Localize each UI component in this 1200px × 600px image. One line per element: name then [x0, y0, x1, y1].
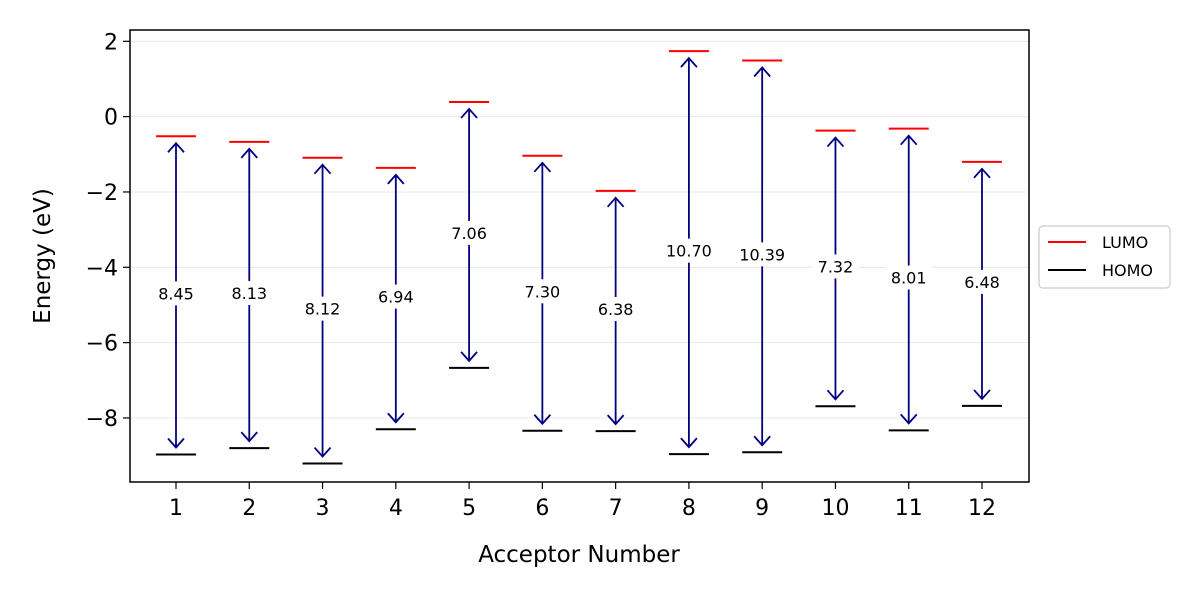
- legend-lumo-label: LUMO: [1102, 233, 1148, 252]
- gap-label: 8.12: [305, 300, 341, 319]
- gap-arrow-head-down: [167, 437, 185, 449]
- gap-arrow-head-down: [826, 389, 845, 401]
- x-tick-label: 5: [462, 496, 476, 521]
- x-tick-label: 6: [535, 496, 549, 521]
- gap-label-bg: [660, 238, 717, 263]
- gap-arrow-head-up: [387, 173, 405, 185]
- y-tick-label: −2: [86, 181, 118, 206]
- gap-label: 10.70: [666, 242, 712, 261]
- gap-label-bg: [226, 280, 273, 305]
- gap-arrow-head-up: [167, 141, 185, 153]
- x-tick-label: 4: [389, 496, 403, 521]
- gap-arrow-head-up: [680, 56, 698, 68]
- y-axis-label: Energy (eV): [30, 188, 56, 324]
- x-tick-label: 11: [895, 496, 923, 521]
- x-axis-label: Acceptor Number: [478, 542, 680, 568]
- gap-label-bg: [812, 254, 859, 279]
- y-tick-label: −6: [86, 332, 118, 357]
- gap-labels: 8.45 8.13 8.12 6.94 7.06 7.30 6.38 10.70 10.39 7.…: [153, 220, 1005, 321]
- gap-label: 8.45: [158, 284, 194, 303]
- gap-arrow-head-up: [826, 136, 845, 148]
- gap-label-bg: [299, 296, 346, 321]
- gap-label: 6.94: [378, 288, 414, 307]
- gap-arrow-head-up: [753, 66, 771, 78]
- gap-label: 7.06: [451, 224, 487, 243]
- legend-homo-label: HOMO: [1102, 261, 1153, 280]
- gap-arrow-head-up: [460, 107, 478, 119]
- plot-frame: [129, 29, 1030, 483]
- gap-arrow-head-up: [240, 147, 258, 159]
- gap-label-bg: [446, 220, 493, 245]
- y-axis-ticks: −8 −6 −4 −2 0 2: [86, 30, 130, 432]
- x-tick-label: 3: [316, 496, 330, 521]
- legend: LUMO HOMO: [1038, 225, 1171, 289]
- gap-arrow-head-down: [387, 412, 405, 424]
- gap-arrow-head-down: [240, 431, 258, 443]
- gap-arrow-head-down: [533, 414, 552, 426]
- gap-label-bg: [592, 296, 639, 321]
- x-tick-label: 9: [755, 496, 769, 521]
- gap-label: 6.38: [598, 300, 634, 319]
- gap-label-bg: [959, 269, 1005, 294]
- x-tick-label: 7: [609, 496, 623, 521]
- energy-levels: [156, 50, 1002, 465]
- x-tick-label: 10: [821, 496, 849, 521]
- gap-label: 8.01: [891, 269, 927, 288]
- x-tick-label: 8: [682, 496, 696, 521]
- gap-arrow-head-up: [606, 196, 625, 208]
- gap-label: 10.39: [739, 245, 785, 264]
- y-tick-label: −4: [86, 256, 118, 281]
- gap-arrow-head-down: [606, 414, 625, 426]
- gap-label: 8.13: [231, 284, 267, 303]
- gap-arrow-head-down: [680, 437, 698, 449]
- gap-label-bg: [734, 242, 791, 267]
- gap-arrow-head-down: [460, 351, 478, 363]
- gap-label-bg: [153, 281, 199, 306]
- gap-arrow-head-down: [313, 446, 332, 458]
- x-tick-label: 1: [169, 496, 183, 521]
- gap-arrow-head-up: [313, 163, 332, 175]
- x-tick-label: 2: [242, 496, 256, 521]
- gap-arrow-head-down: [900, 413, 918, 425]
- gap-label-bg: [519, 279, 566, 304]
- gap-label: 6.48: [964, 273, 1000, 292]
- gap-label-bg: [885, 265, 932, 290]
- x-axis-ticks: 1 2 3 4 5 6 7 8 9 10 11 12: [169, 482, 996, 521]
- y-tick-label: −8: [86, 407, 118, 432]
- gap-label-bg: [372, 284, 419, 309]
- gap-label: 7.32: [818, 257, 854, 276]
- x-tick-label: 12: [968, 496, 996, 521]
- grid-lines: [130, 40, 1029, 419]
- y-tick-label: 2: [104, 30, 118, 55]
- y-tick-label: 0: [104, 106, 118, 131]
- gap-arrow-head-down: [753, 435, 771, 447]
- gap-arrow-head-up: [900, 134, 918, 146]
- gap-arrow-head-up: [973, 167, 991, 179]
- gap-arrow-head-up: [533, 161, 552, 173]
- gap-arrows: [167, 56, 991, 458]
- gap-arrow-head-down: [973, 389, 991, 401]
- gap-label: 7.30: [525, 282, 561, 301]
